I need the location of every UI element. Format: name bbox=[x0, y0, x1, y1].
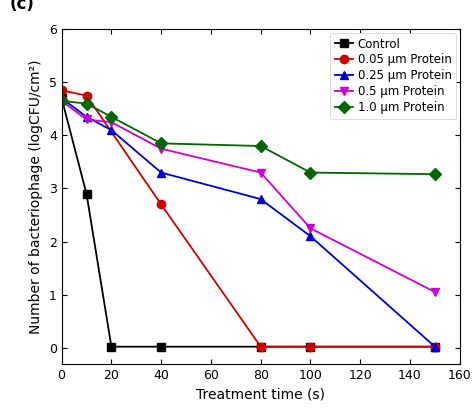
1.0 μm Protein bbox=[258, 143, 264, 148]
Control bbox=[308, 344, 313, 349]
X-axis label: Treatment time (s): Treatment time (s) bbox=[196, 387, 325, 401]
0.5 μm Protein bbox=[258, 170, 264, 175]
1.0 μm Protein bbox=[109, 115, 114, 120]
1.0 μm Protein bbox=[59, 98, 64, 103]
Line: 0.5 μm Protein: 0.5 μm Protein bbox=[57, 97, 439, 296]
1.0 μm Protein bbox=[83, 101, 89, 106]
Y-axis label: Number of bacteriophage (logCFU/cm²): Number of bacteriophage (logCFU/cm²) bbox=[29, 59, 43, 334]
0.25 μm Protein bbox=[432, 344, 438, 349]
0.05 μm Protein bbox=[158, 202, 164, 207]
1.0 μm Protein bbox=[308, 170, 313, 175]
0.5 μm Protein bbox=[432, 290, 438, 295]
Control bbox=[109, 344, 114, 349]
0.05 μm Protein bbox=[308, 344, 313, 349]
1.0 μm Protein bbox=[432, 172, 438, 177]
Control bbox=[432, 344, 438, 349]
Line: 0.25 μm Protein: 0.25 μm Protein bbox=[57, 94, 439, 351]
Line: 1.0 μm Protein: 1.0 μm Protein bbox=[57, 97, 439, 178]
Control bbox=[258, 344, 264, 349]
Control bbox=[83, 191, 89, 196]
Control bbox=[59, 96, 64, 101]
0.05 μm Protein bbox=[258, 344, 264, 349]
0.05 μm Protein bbox=[83, 93, 89, 98]
Text: (c): (c) bbox=[10, 0, 35, 13]
Line: 0.05 μm Protein: 0.05 μm Protein bbox=[57, 86, 439, 351]
0.5 μm Protein bbox=[158, 146, 164, 151]
0.5 μm Protein bbox=[308, 226, 313, 231]
1.0 μm Protein bbox=[158, 141, 164, 146]
Control bbox=[158, 344, 164, 349]
0.05 μm Protein bbox=[432, 344, 438, 349]
0.25 μm Protein bbox=[258, 196, 264, 201]
Line: Control: Control bbox=[57, 94, 439, 351]
0.25 μm Protein bbox=[59, 96, 64, 101]
0.5 μm Protein bbox=[83, 117, 89, 122]
Legend: Control, 0.05 μm Protein, 0.25 μm Protein, 0.5 μm Protein, 1.0 μm Protein: Control, 0.05 μm Protein, 0.25 μm Protei… bbox=[330, 33, 456, 119]
0.5 μm Protein bbox=[59, 98, 64, 103]
0.5 μm Protein bbox=[109, 120, 114, 125]
0.25 μm Protein bbox=[158, 170, 164, 175]
0.05 μm Protein bbox=[59, 88, 64, 93]
0.25 μm Protein bbox=[109, 127, 114, 133]
0.25 μm Protein bbox=[83, 115, 89, 120]
0.25 μm Protein bbox=[308, 234, 313, 239]
